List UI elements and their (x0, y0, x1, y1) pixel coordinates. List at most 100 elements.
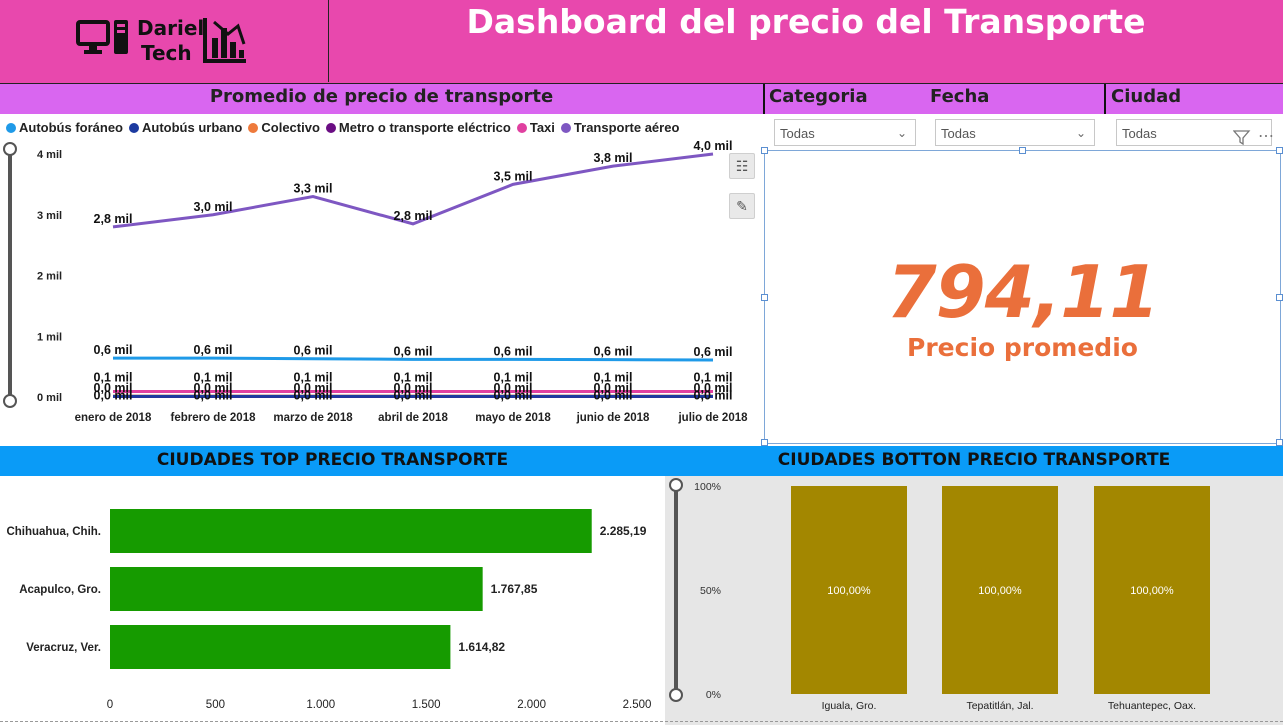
legend-item[interactable]: Taxi (516, 120, 555, 135)
data-label: 0,1 mil (194, 371, 233, 385)
data-label: 0,0 mil (94, 381, 133, 395)
data-label: 0,1 mil (394, 371, 433, 385)
legend-label: Autobús foráneo (19, 120, 123, 135)
y-tick-label: 2 mil (37, 271, 62, 283)
data-label: 0,6 mil (394, 344, 433, 358)
y-tick-label: 100% (694, 481, 721, 493)
data-label: 0,6 mil (194, 343, 233, 357)
data-label: 0,1 mil (594, 371, 633, 385)
legend-marker (560, 123, 571, 133)
data-label: 0,6 mil (694, 345, 733, 359)
filter-label-categoria: Categoria (769, 86, 868, 107)
series-line (113, 356, 714, 362)
chevron-down-icon: ⌄ (896, 126, 907, 140)
page-border (0, 721, 1283, 722)
data-label: 3,5 mil (494, 169, 533, 183)
line-chart-title: Promedio de precio de transporte (209, 86, 554, 107)
bar (942, 486, 1058, 694)
data-label: 3,3 mil (294, 182, 333, 196)
format-brush-icon[interactable]: ✎ (729, 193, 755, 219)
legend-marker (6, 123, 16, 133)
x-tick-label: 1.000 (306, 699, 335, 711)
y-tick-label: 50% (700, 585, 721, 597)
header-divider (763, 84, 765, 114)
top-cities-bar-chart: Chihuahua, Chih. 2.285,19 Acapulco, Gro. 1.… (6, 509, 652, 711)
x-tick-label: enero de 2018 (75, 412, 152, 424)
data-label: 0,0 mil (494, 381, 533, 395)
resize-handle[interactable] (1276, 147, 1283, 154)
data-label: 3,8 mil (594, 151, 633, 165)
fecha-dropdown[interactable]: Todas ⌄ (935, 119, 1095, 146)
data-label: 2,8 mil (94, 212, 133, 226)
bar (1094, 486, 1210, 694)
filter-icon[interactable] (1233, 130, 1251, 146)
data-label: 0,0 mil (394, 381, 433, 395)
chevron-down-icon: ⌄ (1075, 126, 1086, 140)
legend-item[interactable]: Metro o transporte eléctrico (325, 120, 511, 135)
data-label: 0,6 mil (94, 343, 133, 357)
data-label: 0,0 mil (694, 381, 733, 395)
data-label: 0,0 mil (494, 389, 533, 403)
line-chart: 0 mil 1 mil 2 mil 3 mil 4 mil enero de 2018 fe… (3, 140, 748, 424)
data-label: 0,0 mil (94, 389, 133, 403)
logo: Dariel Tech (0, 0, 329, 82)
drill-up-icon[interactable]: ☷ (729, 153, 755, 179)
filter-label-fecha: Fecha (930, 86, 990, 107)
category-label: Acapulco, Gro. (19, 584, 101, 596)
x-tick-label: junio de 2018 (576, 412, 650, 424)
data-label: 0,1 mil (294, 371, 333, 385)
resize-handle[interactable] (761, 147, 768, 154)
y-tick-label: 4 mil (37, 149, 62, 161)
resize-handle[interactable] (1276, 439, 1283, 446)
data-label: 0,0 mil (194, 381, 233, 395)
x-tick-label: febrero de 2018 (170, 412, 256, 424)
bar (791, 486, 907, 694)
data-label: 3,0 mil (194, 200, 233, 214)
data-label: 100,00% (1130, 585, 1174, 597)
more-options-icon[interactable]: ⋯ (1258, 128, 1275, 145)
legend-marker (516, 123, 527, 133)
data-label: 4,0 mil (694, 140, 733, 153)
resize-handle[interactable] (1019, 147, 1026, 154)
x-tick-label: abril de 2018 (378, 412, 448, 424)
top-cities-title: CIUDADES TOP PRECIO TRANSPORTE (156, 450, 509, 470)
bar (110, 625, 451, 669)
ciudad-dropdown[interactable]: Todas (1116, 119, 1272, 146)
categoria-dropdown-value: Todas (780, 126, 815, 141)
data-label: 100,00% (827, 585, 871, 597)
header-divider (1104, 84, 1106, 114)
x-tick-label: 2.000 (517, 699, 546, 711)
data-label: 0,0 mil (694, 389, 733, 403)
data-label: 2.285,19 (600, 524, 647, 538)
x-tick-label: marzo de 2018 (273, 412, 353, 424)
x-tick-label: 1.500 (412, 699, 441, 711)
categoria-dropdown[interactable]: Todas ⌄ (774, 119, 916, 146)
legend-item[interactable]: Autobús urbano (129, 120, 242, 135)
kpi-label: Precio promedio (907, 333, 1138, 362)
section-header-bar (0, 84, 1283, 114)
x-tick-label: 2.500 (623, 699, 652, 711)
data-label: 1.614,82 (458, 640, 505, 654)
y-tick-label: 3 mil (37, 210, 62, 222)
data-label: 2,8 mil (394, 209, 433, 223)
chart-legend: Autobús foráneo Autobús urbano Colectivo Me… (6, 120, 685, 140)
category-label: Iguala, Gro. (822, 700, 877, 712)
legend-item[interactable]: Transporte aéreo (560, 120, 680, 135)
y-tick-label: 0% (706, 689, 721, 701)
bar (110, 567, 483, 611)
resize-handle[interactable] (761, 439, 768, 446)
legend-label: Transporte aéreo (573, 120, 680, 135)
legend-item[interactable]: Autobús foráneo (6, 120, 123, 135)
y-tick-label: 1 mil (37, 331, 62, 343)
legend-item[interactable]: Colectivo (248, 120, 320, 135)
logo-text-line1: Dariel (137, 16, 205, 40)
data-label: 0,6 mil (494, 344, 533, 358)
data-label: 0,6 mil (294, 344, 333, 358)
data-label: 0,1 mil (494, 371, 533, 385)
data-label: 0,0 mil (294, 389, 333, 403)
series-line (112, 152, 714, 229)
data-label: 0,0 mil (394, 389, 433, 403)
data-label: 0,0 mil (194, 389, 233, 403)
resize-handle[interactable] (761, 294, 768, 301)
legend-label: Taxi (529, 120, 555, 135)
